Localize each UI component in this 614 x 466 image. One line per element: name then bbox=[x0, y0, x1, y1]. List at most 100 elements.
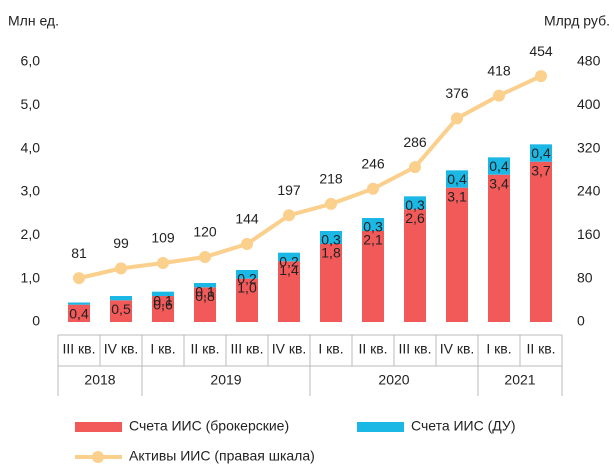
y-axis-title: Млн ед. bbox=[8, 13, 59, 29]
data-label: 2,6 bbox=[405, 210, 425, 226]
y-tick-label: 0 bbox=[32, 313, 40, 329]
x-tick-label: II кв. bbox=[358, 341, 387, 357]
bar-segment bbox=[152, 296, 174, 322]
x-tick-label: II кв. bbox=[190, 341, 219, 357]
line-marker bbox=[451, 112, 463, 125]
x-tick-label: III кв. bbox=[398, 341, 431, 357]
data-label: 454 bbox=[529, 43, 553, 59]
data-label: 3,1 bbox=[447, 188, 467, 204]
line-marker bbox=[241, 238, 253, 250]
bar-segment bbox=[488, 174, 510, 322]
bar-segment bbox=[530, 144, 552, 162]
data-label: 197 bbox=[277, 182, 301, 198]
line-marker bbox=[493, 89, 505, 102]
bar-segment bbox=[446, 187, 468, 322]
y-tick-label: 1,0 bbox=[21, 269, 41, 285]
y2-tick-label: 480 bbox=[577, 53, 601, 69]
year-label: 2020 bbox=[378, 372, 409, 388]
year-label: 2019 bbox=[210, 372, 241, 388]
data-label: 0,1 bbox=[153, 292, 173, 308]
y-tick-label: 5,0 bbox=[21, 96, 41, 112]
data-label: 0,4 bbox=[69, 305, 89, 321]
data-label: 0,3 bbox=[363, 219, 383, 235]
y2-tick-label: 320 bbox=[577, 139, 601, 155]
bar-segment bbox=[362, 231, 384, 322]
legend-swatch bbox=[75, 422, 122, 432]
data-label: 81 bbox=[71, 245, 87, 261]
bar-segment bbox=[404, 209, 426, 322]
data-label: 120 bbox=[193, 224, 217, 240]
bar-segment bbox=[236, 270, 258, 279]
bar-segment bbox=[446, 170, 468, 188]
bar-segment bbox=[152, 291, 174, 296]
bar-segment bbox=[68, 302, 90, 305]
data-label: 3,4 bbox=[489, 175, 509, 191]
line-marker bbox=[199, 251, 211, 263]
line-marker bbox=[409, 161, 421, 174]
data-label: 1,8 bbox=[321, 245, 341, 261]
y-tick-label: 2,0 bbox=[21, 226, 41, 242]
legend-label: Счета ИИС (ДУ) bbox=[411, 418, 515, 434]
y-tick-label: 3,0 bbox=[21, 183, 41, 199]
data-label: 0,4 bbox=[531, 145, 551, 161]
legend-label: Счета ИИС (брокерские) bbox=[129, 418, 289, 434]
year-label: 2018 bbox=[84, 372, 115, 388]
legend-swatch bbox=[92, 451, 104, 463]
bar-segment bbox=[362, 218, 384, 231]
data-label: 286 bbox=[403, 134, 427, 150]
line bbox=[78, 74, 542, 281]
bar-segment bbox=[110, 300, 132, 322]
data-label: 0,3 bbox=[405, 197, 425, 213]
data-label: 1,0 bbox=[237, 279, 257, 295]
data-label: 376 bbox=[445, 85, 469, 101]
data-label: 418 bbox=[487, 62, 511, 78]
x-tick-label: IV кв. bbox=[440, 341, 475, 357]
bar-segment bbox=[194, 287, 216, 322]
y2-tick-label: 0 bbox=[577, 313, 585, 329]
data-label: 0,2 bbox=[237, 271, 257, 287]
line-marker bbox=[115, 262, 127, 275]
data-label: 3,7 bbox=[531, 162, 551, 178]
y2-tick-label: 80 bbox=[577, 269, 593, 285]
data-label: 2,1 bbox=[363, 232, 383, 248]
data-label: 144 bbox=[235, 211, 259, 227]
data-label: 218 bbox=[319, 171, 343, 187]
data-label: 109 bbox=[151, 230, 175, 246]
legend-swatch bbox=[357, 422, 404, 432]
bar-segment bbox=[320, 231, 342, 244]
data-label: 0,4 bbox=[447, 171, 467, 187]
bar-segment bbox=[278, 261, 300, 322]
y2-tick-label: 400 bbox=[577, 96, 601, 112]
x-tick-label: I кв. bbox=[318, 341, 343, 357]
bar-segment bbox=[488, 157, 510, 175]
data-label: 0,2 bbox=[279, 253, 299, 269]
data-label: 99 bbox=[113, 235, 129, 251]
x-tick-label: IV кв. bbox=[104, 341, 139, 357]
x-tick-label: II кв. bbox=[526, 341, 555, 357]
bar-segment bbox=[320, 244, 342, 322]
x-tick-label: III кв. bbox=[230, 341, 263, 357]
line-marker bbox=[73, 272, 85, 285]
bar-segment bbox=[110, 296, 132, 301]
y2-axis-title: Млрд руб. bbox=[544, 13, 610, 29]
data-label: 1,4 bbox=[279, 262, 299, 278]
x-tick-label: III кв. bbox=[62, 341, 95, 357]
bar-segment bbox=[404, 196, 426, 210]
line-marker bbox=[283, 209, 295, 222]
data-label: 0,8 bbox=[195, 288, 215, 304]
line-marker bbox=[157, 256, 169, 269]
y2-tick-label: 160 bbox=[577, 226, 601, 242]
legend-label: Активы ИИС (правая шкала) bbox=[129, 448, 315, 464]
x-tick-label: I кв. bbox=[150, 341, 175, 357]
data-label: 0,1 bbox=[195, 284, 215, 300]
x-tick-label: IV кв. bbox=[272, 341, 307, 357]
y-tick-label: 4,0 bbox=[21, 139, 41, 155]
bar-segment bbox=[68, 304, 90, 322]
x-tick-label: I кв. bbox=[486, 341, 511, 357]
line-marker bbox=[535, 70, 547, 83]
bar-segment bbox=[194, 283, 216, 288]
bar-segment bbox=[278, 252, 300, 262]
data-label: 0,4 bbox=[489, 158, 509, 174]
line-marker bbox=[367, 182, 379, 195]
